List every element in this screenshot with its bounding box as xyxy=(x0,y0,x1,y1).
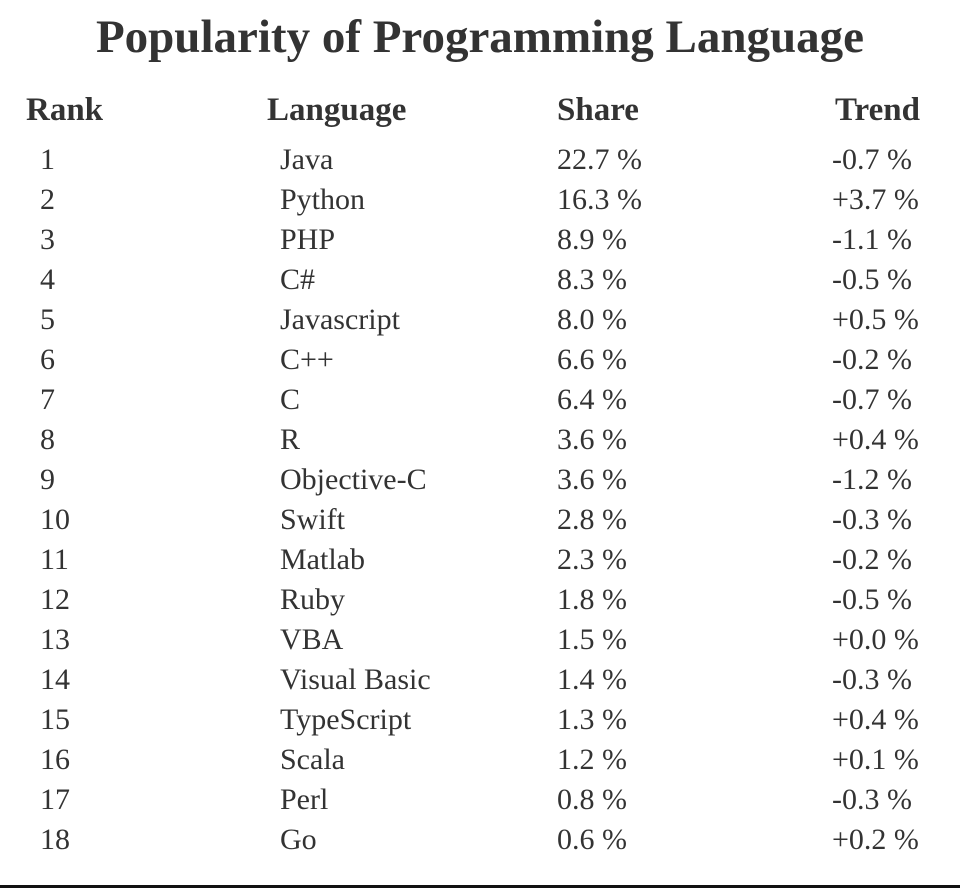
cell-rank: 12 xyxy=(40,583,70,616)
cell-language: C++ xyxy=(280,343,334,376)
cell-language: Go xyxy=(280,823,317,856)
cell-trend: -0.3 % xyxy=(832,503,912,536)
cell-rank: 1 xyxy=(40,143,55,176)
cell-trend: -0.2 % xyxy=(832,343,912,376)
cell-language: Swift xyxy=(280,503,346,536)
cell-share: 0.6 % xyxy=(557,823,627,856)
cell-language: Objective-C xyxy=(280,463,427,496)
cell-rank: 4 xyxy=(40,263,55,296)
cell-language: Java xyxy=(280,143,334,176)
header-language: Language xyxy=(267,92,407,128)
cell-share: 8.0 % xyxy=(557,303,627,336)
cell-trend: +0.0 % xyxy=(832,623,919,656)
cell-trend: -1.1 % xyxy=(832,223,912,256)
cell-language: Ruby xyxy=(280,583,346,616)
cell-trend: -0.7 % xyxy=(832,143,912,176)
cell-share: 2.8 % xyxy=(557,503,627,536)
cell-rank: 9 xyxy=(40,463,55,496)
cell-trend: +0.2 % xyxy=(832,823,919,856)
cell-trend: -0.5 % xyxy=(832,263,912,296)
cell-share: 1.8 % xyxy=(557,583,627,616)
cell-trend: -0.5 % xyxy=(832,583,912,616)
cell-language: TypeScript xyxy=(280,703,412,736)
cell-language: C# xyxy=(280,263,316,296)
cell-rank: 14 xyxy=(40,663,70,696)
cell-language: Perl xyxy=(280,783,329,816)
cell-language: Visual Basic xyxy=(280,663,431,696)
cell-language: PHP xyxy=(280,223,336,256)
cell-rank: 2 xyxy=(40,183,55,216)
cell-rank: 11 xyxy=(40,543,69,576)
cell-share: 1.3 % xyxy=(557,703,627,736)
cell-rank: 6 xyxy=(40,343,55,376)
cell-rank: 17 xyxy=(40,783,70,816)
cell-share: 8.9 % xyxy=(557,223,627,256)
cell-language: Scala xyxy=(280,743,345,776)
header-share: Share xyxy=(557,92,639,128)
cell-language: Matlab xyxy=(280,543,365,576)
cell-share: 0.8 % xyxy=(557,783,627,816)
cell-trend: -0.3 % xyxy=(832,783,912,816)
cell-share: 1.2 % xyxy=(557,743,627,776)
cell-language: Javascript xyxy=(280,303,400,336)
cell-rank: 18 xyxy=(40,823,70,856)
cell-language: R xyxy=(280,423,301,456)
cell-share: 8.3 % xyxy=(557,263,627,296)
cell-rank: 16 xyxy=(40,743,70,776)
cell-language: C xyxy=(280,383,301,416)
cell-trend: -0.2 % xyxy=(832,543,912,576)
cell-trend: +0.1 % xyxy=(832,743,919,776)
cell-rank: 3 xyxy=(40,223,55,256)
header-trend: Trend xyxy=(835,92,920,128)
title: Popularity of Programming Language xyxy=(95,11,865,63)
cell-share: 3.6 % xyxy=(557,463,627,496)
cell-share: 6.4 % xyxy=(557,383,627,416)
cell-share: 1.5 % xyxy=(557,623,627,656)
cell-share: 6.6 % xyxy=(557,343,627,376)
cell-trend: -1.2 % xyxy=(832,463,912,496)
cell-share: 2.3 % xyxy=(557,543,627,576)
cell-share: 3.6 % xyxy=(557,423,627,456)
cell-trend: +3.7 % xyxy=(832,183,919,216)
cell-trend: -0.7 % xyxy=(832,383,912,416)
cell-rank: 15 xyxy=(40,703,70,736)
cell-trend: +0.4 % xyxy=(832,423,919,456)
cell-rank: 10 xyxy=(40,503,70,536)
header-rank: Rank xyxy=(26,92,104,128)
cell-share: 22.7 % xyxy=(557,143,642,176)
cell-trend: +0.4 % xyxy=(832,703,919,736)
cell-rank: 13 xyxy=(40,623,70,656)
cell-rank: 8 xyxy=(40,423,55,456)
cell-share: 16.3 % xyxy=(557,183,642,216)
cell-share: 1.4 % xyxy=(557,663,627,696)
cell-language: VBA xyxy=(280,623,344,656)
cell-rank: 7 xyxy=(40,383,55,416)
cell-language: Python xyxy=(280,183,366,216)
cell-rank: 5 xyxy=(40,303,55,336)
bottom-rule xyxy=(0,885,960,888)
cell-trend: -0.3 % xyxy=(832,663,912,696)
cell-trend: +0.5 % xyxy=(832,303,919,336)
